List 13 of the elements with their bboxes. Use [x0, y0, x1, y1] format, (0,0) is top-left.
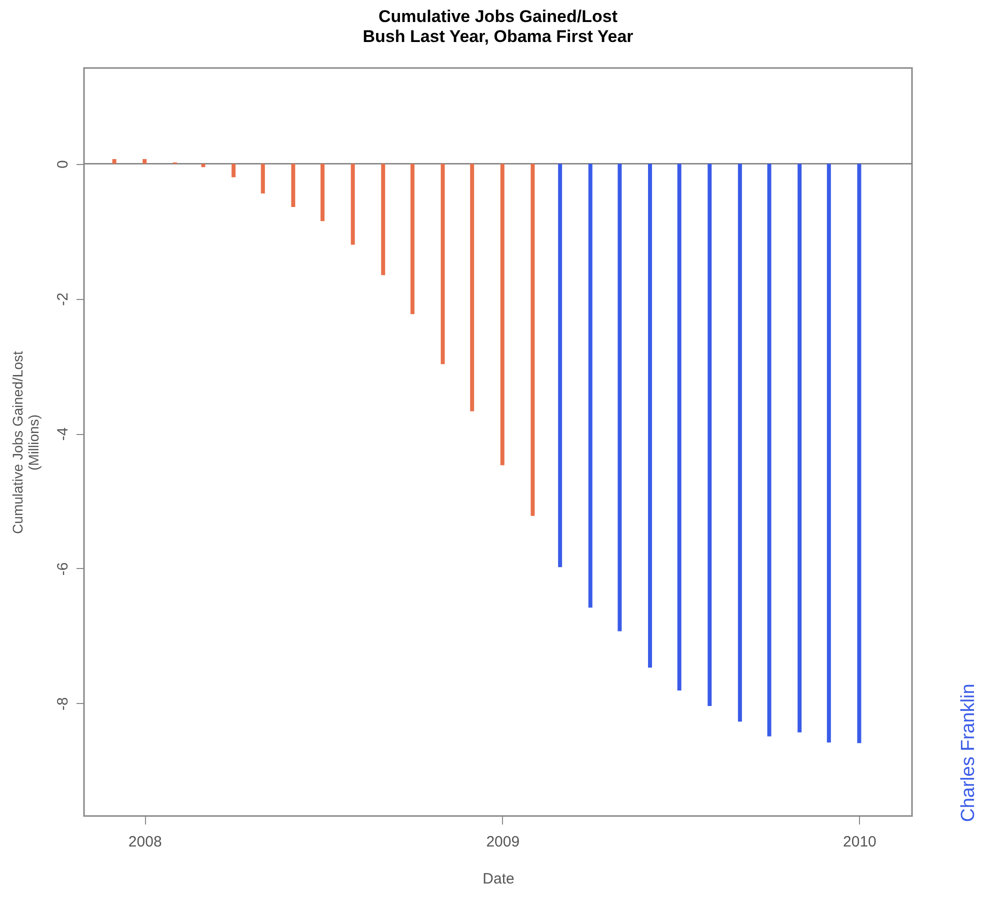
y-axis-title: Cumulative Jobs Gained/Lost (Millions) [10, 350, 42, 534]
x-tick-label: 2009 [486, 834, 520, 850]
x-tick-label: 2008 [128, 834, 162, 850]
chart-subtitle: Bush Last Year, Obama First Year [362, 27, 634, 46]
y-tick-label: -4 [54, 427, 72, 441]
y-tick-label: -6 [54, 562, 72, 576]
y-tick-label: -2 [54, 292, 72, 306]
y-tick-label: -8 [54, 697, 72, 711]
chart-title: Cumulative Jobs Gained/Lost [378, 7, 618, 26]
x-tick-label: 2010 [843, 834, 876, 850]
y-tick-label: 0 [54, 160, 72, 168]
text: Charles Franklin [958, 684, 980, 822]
x-axis-title: Date [482, 870, 514, 888]
